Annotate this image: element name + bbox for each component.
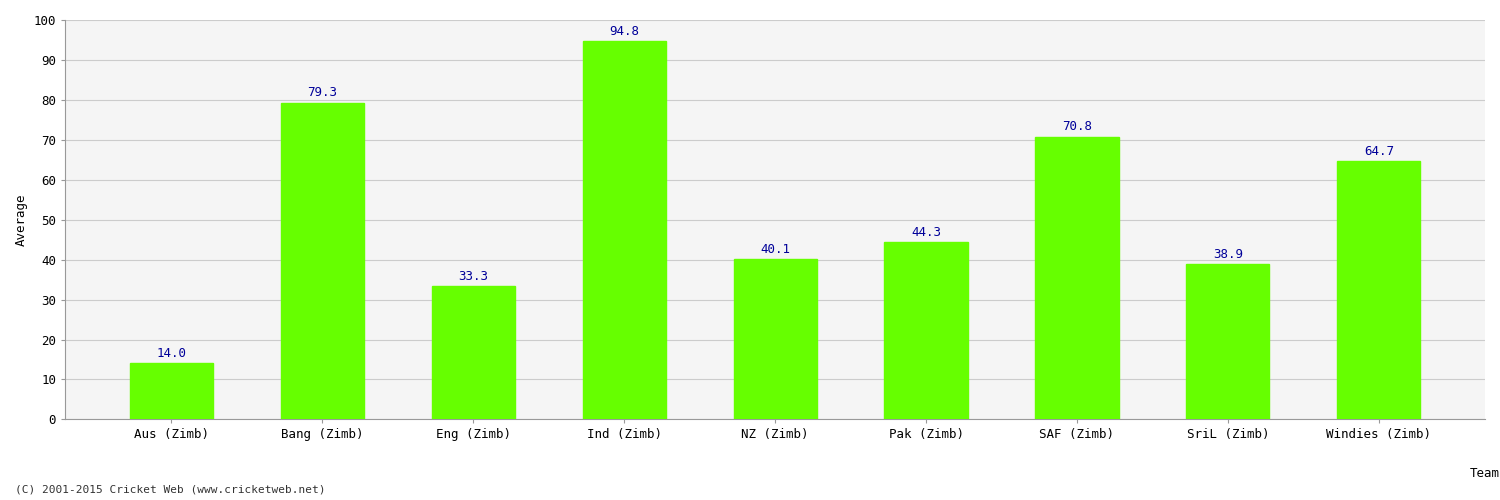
Text: 44.3: 44.3 [910,226,940,239]
Bar [734,260,816,420]
Bar [432,286,514,420]
Bar [1338,161,1420,419]
Text: 70.8: 70.8 [1062,120,1092,134]
Text: 94.8: 94.8 [609,24,639,38]
Bar [1035,136,1119,420]
Text: 33.3: 33.3 [458,270,488,283]
Text: 64.7: 64.7 [1364,145,1394,158]
Bar [129,364,213,420]
Text: 14.0: 14.0 [156,348,186,360]
Y-axis label: Average: Average [15,194,28,246]
Text: 38.9: 38.9 [1214,248,1243,261]
Bar [885,242,968,420]
Bar [280,102,363,420]
Text: (C) 2001-2015 Cricket Web (www.cricketweb.net): (C) 2001-2015 Cricket Web (www.cricketwe… [15,485,326,495]
Text: 79.3: 79.3 [308,86,338,100]
Bar [1186,264,1269,420]
Bar [582,41,666,420]
X-axis label: Team: Team [1470,468,1500,480]
Text: 40.1: 40.1 [760,243,790,256]
